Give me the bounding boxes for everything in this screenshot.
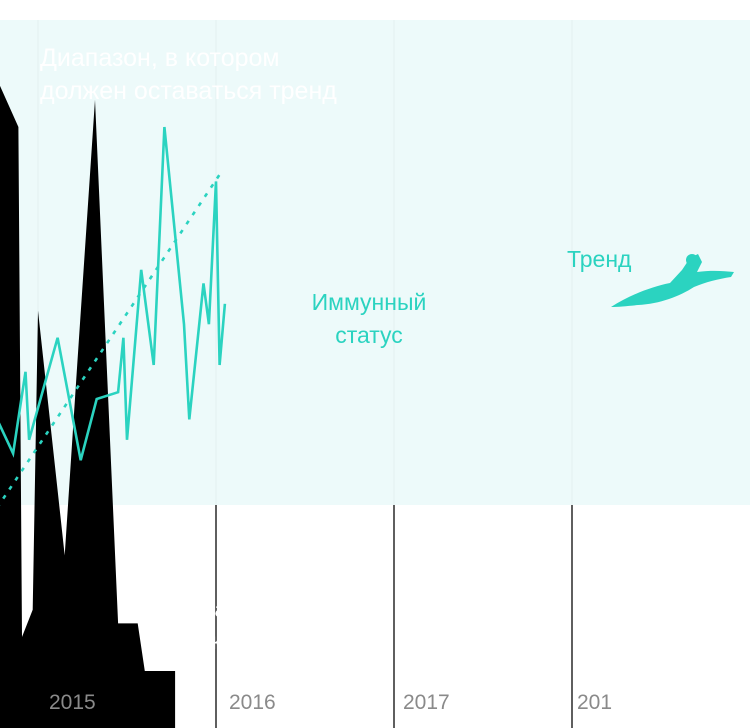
viral-load-area bbox=[0, 85, 176, 728]
target-range-band bbox=[0, 20, 750, 505]
trend-label: Тренд bbox=[567, 246, 632, 272]
immune-status-line bbox=[0, 126, 227, 461]
flying-hero-icon bbox=[611, 254, 734, 307]
trend-line bbox=[0, 173, 221, 506]
immune-label-line-2: статус bbox=[335, 322, 403, 348]
chart-crop bbox=[612, 505, 750, 728]
viral-label-line-2: нагрузка bbox=[143, 628, 235, 654]
x-tick-2018: 201 bbox=[577, 691, 612, 714]
x-tick-2016: 2016 bbox=[229, 691, 276, 714]
x-tick-2017: 2017 bbox=[403, 691, 450, 714]
band-label-line-2: должен оставаться тренд bbox=[40, 77, 337, 105]
x-tick-2015: 2015 bbox=[49, 691, 96, 714]
immune-label-line-1: Иммунный bbox=[312, 289, 427, 315]
viral-label-line-1: Вирусная bbox=[138, 596, 239, 622]
band-label-line-1: Диапазон, в котором bbox=[40, 44, 280, 72]
